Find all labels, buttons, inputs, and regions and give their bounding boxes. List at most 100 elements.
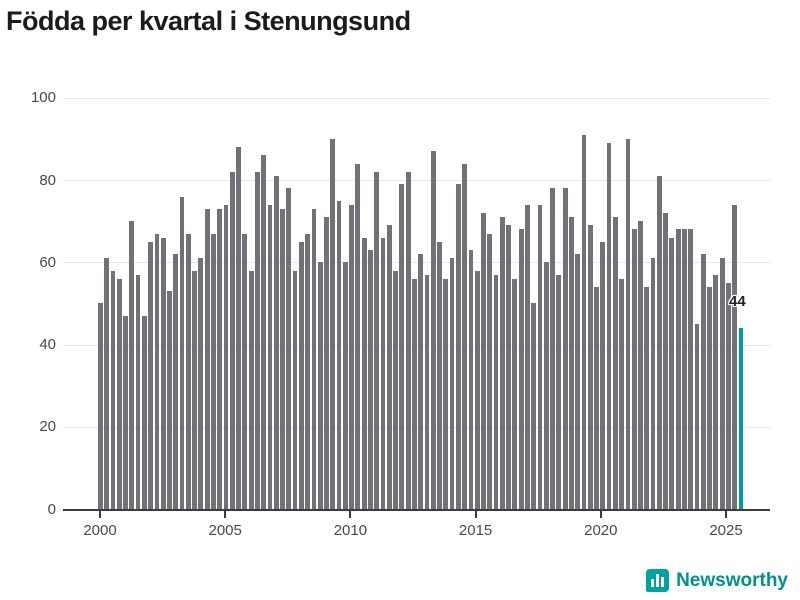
bar: [506, 225, 511, 509]
x-tick-label: 2015: [458, 522, 493, 539]
bar: [185, 233, 191, 509]
bar: [493, 274, 499, 509]
y-tick-label: 60: [39, 253, 56, 271]
bar: [644, 287, 650, 509]
bar: [719, 258, 725, 509]
bar: [412, 278, 417, 509]
bar: [531, 303, 537, 509]
bar: [286, 188, 292, 509]
newsworthy-logo-icon: [646, 569, 670, 592]
x-tick: [349, 511, 352, 518]
bar: [650, 258, 656, 509]
bar: [694, 324, 700, 509]
bar: [141, 315, 147, 509]
bar: [217, 208, 223, 509]
bar: [430, 151, 436, 509]
y-tick-label: 20: [39, 418, 56, 436]
x-tick: [599, 511, 602, 518]
y-tick-label: 40: [39, 336, 56, 353]
bar: [386, 225, 392, 509]
bar: [594, 287, 599, 509]
bar: [424, 274, 430, 509]
x-tick-label: 2005: [208, 522, 242, 539]
brand-footer: Newsworthy: [646, 569, 788, 592]
bar: [148, 241, 154, 509]
bar: [349, 204, 354, 509]
bar: [518, 229, 524, 509]
bar: [242, 233, 248, 509]
gridline: [63, 180, 770, 181]
bar: [713, 274, 719, 509]
brand-wordmark: Newsworthy: [676, 569, 788, 591]
bar: [123, 315, 128, 509]
bar: [638, 221, 643, 509]
bar: [562, 188, 568, 509]
bar: [405, 171, 411, 509]
bar: [167, 291, 172, 509]
bar: [204, 208, 210, 509]
bar: [211, 233, 216, 509]
bar: [198, 258, 204, 509]
bar: [317, 262, 323, 509]
bar: [606, 143, 612, 509]
bar: [154, 233, 160, 509]
x-tick-label: 2000: [83, 522, 117, 539]
bar: [443, 278, 449, 509]
bar: [487, 233, 493, 509]
bar: [682, 229, 687, 509]
bar: [311, 208, 317, 509]
bar: [110, 270, 116, 509]
bar: [656, 175, 662, 509]
bar: [462, 163, 468, 509]
bar: [700, 254, 706, 509]
bar: [669, 237, 675, 509]
x-tick-label: 2025: [709, 522, 743, 539]
bar: [248, 270, 254, 509]
y-tick-label: 80: [39, 171, 56, 189]
highlighted-bar: [738, 328, 744, 509]
bar: [361, 237, 367, 509]
bar: [455, 184, 461, 509]
bar: [374, 171, 380, 509]
bar: [129, 221, 135, 509]
bar: [298, 241, 304, 509]
bar: [726, 282, 731, 509]
bar: [393, 270, 398, 509]
bar: [587, 225, 593, 509]
bar: [707, 287, 712, 509]
bar: [255, 171, 260, 509]
gridline: [63, 97, 770, 99]
x-tick: [224, 511, 227, 518]
bar: [292, 270, 298, 509]
bar: [273, 175, 279, 509]
bar: [525, 204, 530, 509]
bar: [581, 134, 587, 509]
bar: [104, 258, 110, 509]
bar: [499, 217, 505, 509]
bar: [280, 208, 285, 509]
bar: [160, 237, 166, 509]
bar: [330, 138, 336, 509]
bar: [663, 212, 668, 509]
bar: [368, 249, 373, 509]
bar: [236, 147, 241, 509]
bar: [556, 274, 562, 509]
bar: [537, 204, 543, 509]
bar: [512, 278, 518, 509]
bar: [625, 138, 631, 509]
bar: [449, 258, 455, 509]
y-tick-label: 100: [30, 89, 56, 107]
y-tick-label: 0: [47, 500, 56, 518]
bar: [98, 303, 103, 509]
last-value-label: 44: [729, 293, 746, 310]
x-tick: [474, 511, 477, 518]
bar: [336, 200, 342, 509]
chart-title: Födda per kvartal i Stenungsund: [6, 6, 411, 36]
bar: [600, 241, 606, 509]
bar: [550, 188, 555, 509]
bar: [261, 155, 267, 509]
x-tick-label: 2010: [333, 522, 368, 539]
bar: [305, 233, 311, 509]
bar: [418, 254, 424, 509]
